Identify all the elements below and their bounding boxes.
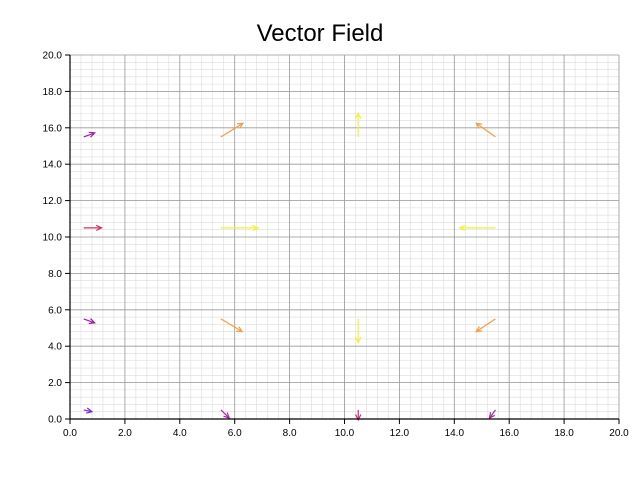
y-tick-label: 2.0: [48, 378, 62, 389]
y-tick-label: 20.0: [43, 51, 63, 62]
x-tick-label: 0.0: [63, 428, 77, 439]
vector-arrow: [355, 409, 362, 422]
chart-title: Vector Field: [256, 20, 384, 47]
y-tick-label: 18.0: [43, 87, 63, 98]
x-tick-label: 8.0: [283, 428, 297, 439]
vector-arrow: [220, 224, 260, 232]
vector-arrow: [355, 318, 362, 344]
x-tick-label: 14.0: [445, 428, 465, 439]
vector-arrows: [83, 111, 496, 422]
y-tick-label: 4.0: [48, 342, 62, 353]
x-tick-label: 20.0: [609, 428, 629, 439]
y-tick-label: 16.0: [43, 123, 63, 134]
vector-arrow: [83, 318, 97, 325]
vector-arrow: [458, 224, 496, 232]
y-tick-label: 10.0: [43, 233, 63, 244]
vector-arrow: [475, 122, 496, 138]
vector-arrow: [220, 122, 245, 138]
vector-arrow: [355, 111, 362, 137]
x-tick-label: 10.0: [335, 428, 355, 439]
y-tick-label: 6.0: [48, 305, 62, 316]
x-tick-label: 4.0: [173, 428, 187, 439]
vector-arrow: [475, 318, 496, 333]
vector-arrow: [220, 318, 244, 333]
x-tick-label: 16.0: [499, 428, 519, 439]
y-tick-label: 0.0: [48, 415, 62, 426]
y-axis-ticks: 0.0 2.0 4.0 6.0 8.0 10.0 12.0 14.0 16.0 18.0 20.0: [43, 51, 70, 426]
vector-arrow: [83, 224, 103, 232]
y-tick-label: 14.0: [43, 160, 63, 171]
vector-arrow: [220, 409, 231, 420]
y-tick-label: 8.0: [48, 269, 62, 280]
vector-arrow: [83, 407, 94, 414]
x-tick-label: 18.0: [554, 428, 574, 439]
x-axis-ticks: 0.0 2.0 4.0 6.0 8.0 10.0 12.0 14.0 16.0 18.0 20.0: [63, 419, 629, 439]
x-tick-label: 12.0: [390, 428, 410, 439]
major-grid: [69, 54, 620, 420]
x-tick-label: 2.0: [118, 428, 132, 439]
x-tick-label: 6.0: [228, 428, 242, 439]
vector-arrow: [83, 131, 97, 138]
vector-arrow: [488, 409, 496, 420]
y-tick-label: 12.0: [43, 196, 63, 207]
